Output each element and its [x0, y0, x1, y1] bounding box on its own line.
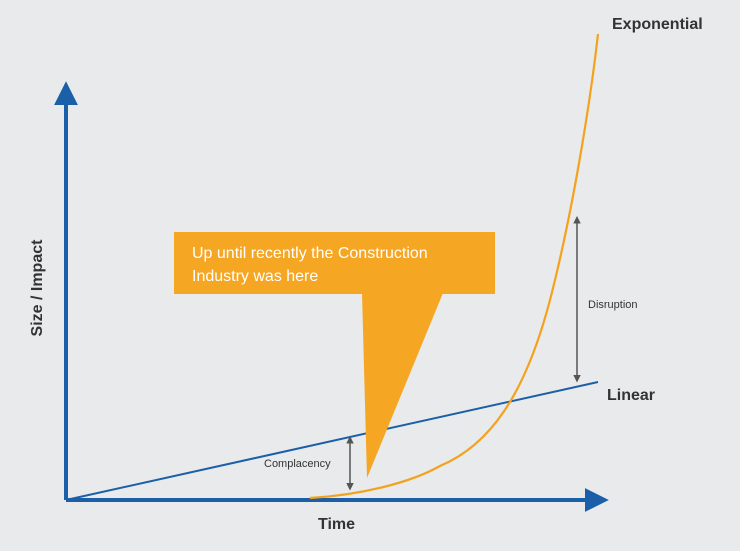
disruption-label: Disruption: [588, 299, 638, 311]
callout-box: [174, 232, 495, 294]
linear-label: Linear: [607, 387, 656, 404]
y-axis-label: Size / Impact: [29, 239, 46, 337]
linear-line: [65, 381, 599, 501]
callout-text: Up until recently the Construction Indus…: [192, 245, 428, 285]
callout-pointer: [362, 293, 443, 478]
exponential-curve: [309, 33, 600, 500]
x-axis-label: Time: [318, 516, 356, 533]
complacency-label: Complacency: [264, 458, 331, 470]
exponential-label: Exponential: [612, 16, 703, 33]
